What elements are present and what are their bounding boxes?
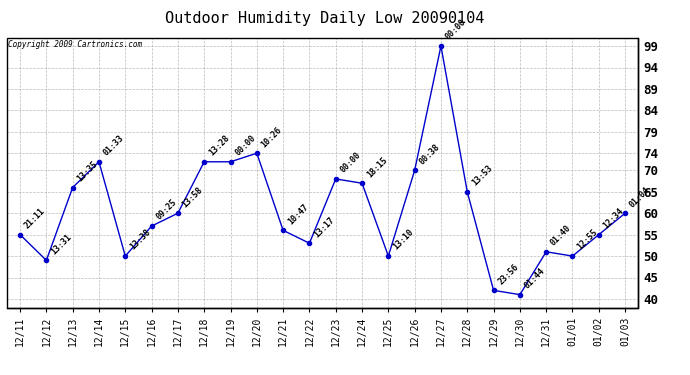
Text: 10:47: 10:47	[286, 202, 310, 226]
Text: 13:53: 13:53	[470, 164, 494, 188]
Text: 13:38: 13:38	[128, 228, 152, 252]
Text: 01:04: 01:04	[628, 185, 652, 209]
Text: 00:00: 00:00	[233, 134, 257, 158]
Text: 13:35: 13:35	[75, 159, 99, 183]
Text: 21:11: 21:11	[23, 206, 47, 231]
Text: 09:25: 09:25	[155, 198, 179, 222]
Text: 13:28: 13:28	[207, 134, 231, 158]
Text: 00:00: 00:00	[444, 18, 468, 42]
Text: 12:34: 12:34	[602, 206, 626, 231]
Text: 13:31: 13:31	[49, 232, 73, 256]
Text: 13:17: 13:17	[312, 215, 336, 239]
Text: 18:15: 18:15	[365, 155, 389, 179]
Text: 01:44: 01:44	[522, 266, 546, 291]
Text: 13:10: 13:10	[391, 228, 415, 252]
Text: 23:56: 23:56	[496, 262, 520, 286]
Text: 01:40: 01:40	[549, 224, 573, 248]
Text: 01:33: 01:33	[101, 134, 126, 158]
Text: 10:26: 10:26	[259, 125, 284, 149]
Text: Copyright 2009 Cartronics.com: Copyright 2009 Cartronics.com	[8, 40, 141, 49]
Text: 12:55: 12:55	[575, 228, 600, 252]
Text: 00:00: 00:00	[339, 151, 362, 175]
Text: Outdoor Humidity Daily Low 20090104: Outdoor Humidity Daily Low 20090104	[165, 11, 484, 26]
Text: 00:38: 00:38	[417, 142, 442, 166]
Text: 13:58: 13:58	[181, 185, 205, 209]
